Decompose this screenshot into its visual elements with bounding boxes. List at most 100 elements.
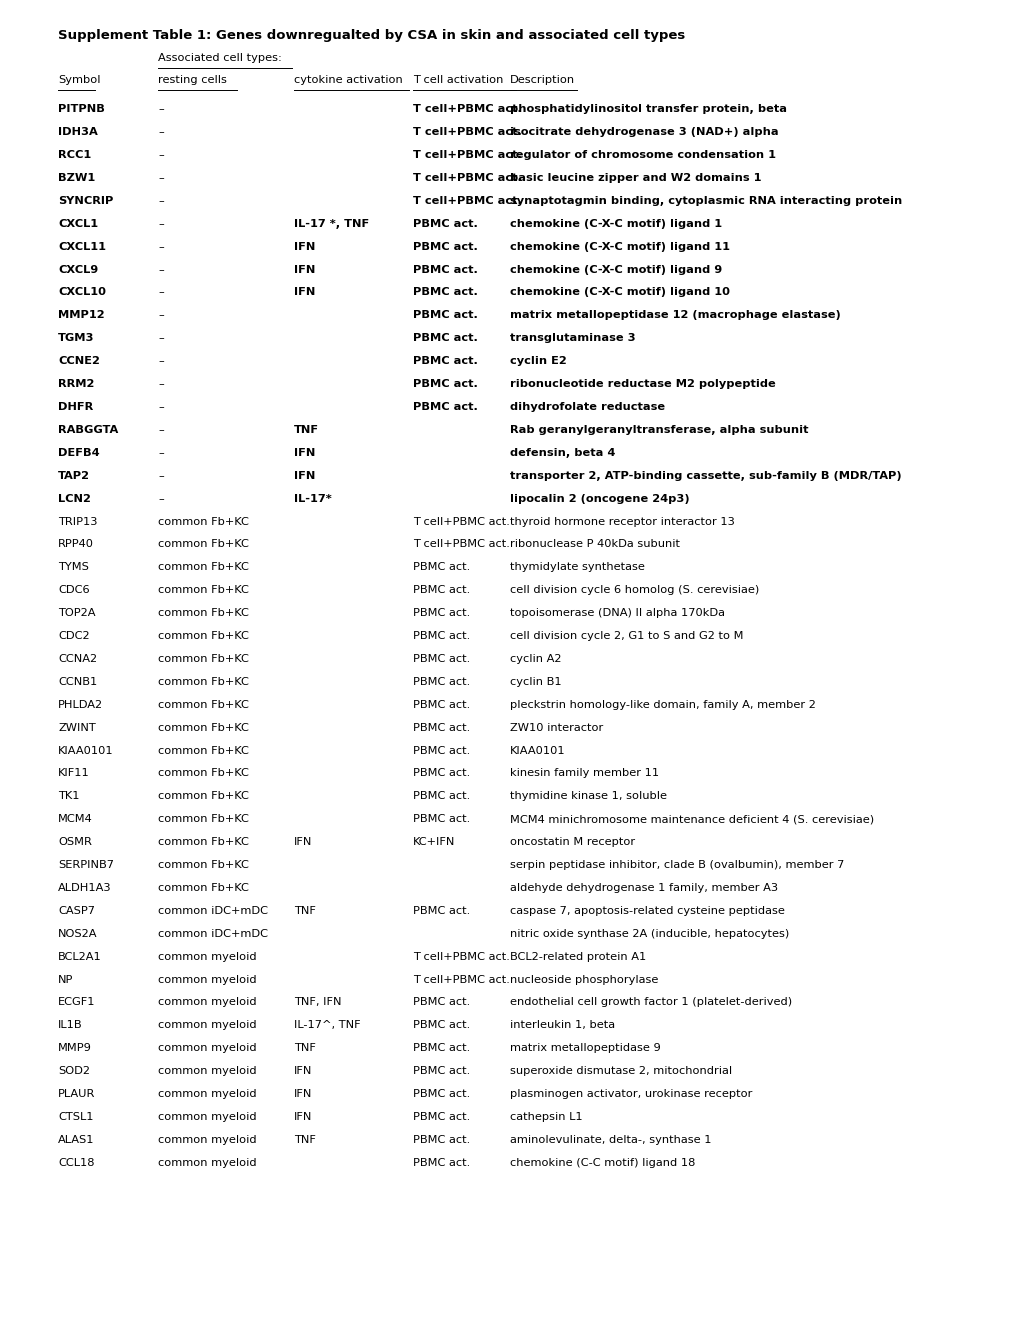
Text: MMP12: MMP12: [58, 310, 105, 321]
Text: IFN: IFN: [293, 471, 315, 480]
Text: common myeloid: common myeloid: [158, 1158, 257, 1168]
Text: –: –: [158, 219, 164, 228]
Text: kinesin family member 11: kinesin family member 11: [510, 768, 658, 779]
Text: PBMC act.: PBMC act.: [413, 403, 478, 412]
Text: CCL18: CCL18: [58, 1158, 95, 1168]
Text: CXCL11: CXCL11: [58, 242, 106, 252]
Text: PBMC act.: PBMC act.: [413, 768, 470, 779]
Text: Associated cell types:: Associated cell types:: [158, 53, 281, 63]
Text: TNF: TNF: [293, 906, 315, 916]
Text: caspase 7, apoptosis-related cysteine peptidase: caspase 7, apoptosis-related cysteine pe…: [510, 906, 784, 916]
Text: LCN2: LCN2: [58, 494, 91, 504]
Text: CXCL1: CXCL1: [58, 219, 98, 228]
Text: cyclin A2: cyclin A2: [510, 653, 560, 664]
Text: PBMC act.: PBMC act.: [413, 379, 478, 389]
Text: PBMC act.: PBMC act.: [413, 219, 478, 228]
Text: PBMC act.: PBMC act.: [413, 700, 470, 710]
Text: SERPINB7: SERPINB7: [58, 861, 114, 870]
Text: T cell+PBMC act.: T cell+PBMC act.: [413, 127, 522, 137]
Text: cytokine activation: cytokine activation: [293, 75, 403, 86]
Text: common Fb+KC: common Fb+KC: [158, 883, 249, 892]
Text: –: –: [158, 425, 164, 434]
Text: PBMC act.: PBMC act.: [413, 1135, 470, 1144]
Text: chemokine (C-X-C motif) ligand 1: chemokine (C-X-C motif) ligand 1: [510, 219, 721, 228]
Text: interleukin 1, beta: interleukin 1, beta: [510, 1020, 614, 1031]
Text: T cell activation: T cell activation: [413, 75, 503, 86]
Text: PBMC act.: PBMC act.: [413, 264, 478, 275]
Text: T cell+PBMC act.: T cell+PBMC act.: [413, 150, 522, 160]
Text: PBMC act.: PBMC act.: [413, 814, 470, 824]
Text: CCNA2: CCNA2: [58, 653, 97, 664]
Text: CXCL9: CXCL9: [58, 264, 98, 275]
Text: common Fb+KC: common Fb+KC: [158, 814, 249, 824]
Text: IFN: IFN: [293, 1111, 312, 1122]
Text: PBMC act.: PBMC act.: [413, 310, 478, 321]
Text: TRIP13: TRIP13: [58, 516, 98, 527]
Text: common Fb+KC: common Fb+KC: [158, 516, 249, 527]
Text: IL1B: IL1B: [58, 1020, 83, 1031]
Text: chemokine (C-C motif) ligand 18: chemokine (C-C motif) ligand 18: [510, 1158, 695, 1168]
Text: PBMC act.: PBMC act.: [413, 562, 470, 573]
Text: RCC1: RCC1: [58, 150, 92, 160]
Text: PBMC act.: PBMC act.: [413, 333, 478, 343]
Text: –: –: [158, 333, 164, 343]
Text: cathepsin L1: cathepsin L1: [510, 1111, 582, 1122]
Text: MCM4: MCM4: [58, 814, 93, 824]
Text: ZW10 interactor: ZW10 interactor: [510, 722, 602, 733]
Text: CASP7: CASP7: [58, 906, 95, 916]
Text: –: –: [158, 494, 164, 504]
Text: RRM2: RRM2: [58, 379, 95, 389]
Text: PBMC act.: PBMC act.: [413, 677, 470, 686]
Text: T cell+PBMC act.: T cell+PBMC act.: [413, 952, 510, 962]
Text: IL-17*: IL-17*: [293, 494, 331, 504]
Text: common Fb+KC: common Fb+KC: [158, 722, 249, 733]
Text: PBMC act.: PBMC act.: [413, 1043, 470, 1053]
Text: common Fb+KC: common Fb+KC: [158, 677, 249, 686]
Text: isocitrate dehydrogenase 3 (NAD+) alpha: isocitrate dehydrogenase 3 (NAD+) alpha: [510, 127, 777, 137]
Text: chemokine (C-X-C motif) ligand 11: chemokine (C-X-C motif) ligand 11: [510, 242, 730, 252]
Text: KIAA0101: KIAA0101: [58, 746, 114, 755]
Text: common myeloid: common myeloid: [158, 998, 257, 1007]
Text: PBMC act.: PBMC act.: [413, 288, 478, 297]
Text: RPP40: RPP40: [58, 540, 94, 549]
Text: common Fb+KC: common Fb+KC: [158, 837, 249, 847]
Text: MMP9: MMP9: [58, 1043, 92, 1053]
Text: T cell+PBMC act.: T cell+PBMC act.: [413, 540, 510, 549]
Text: thyroid hormone receptor interactor 13: thyroid hormone receptor interactor 13: [510, 516, 734, 527]
Text: PBMC act.: PBMC act.: [413, 242, 478, 252]
Text: common Fb+KC: common Fb+KC: [158, 562, 249, 573]
Text: PBMC act.: PBMC act.: [413, 356, 478, 366]
Text: PBMC act.: PBMC act.: [413, 585, 470, 595]
Text: –: –: [158, 150, 164, 160]
Text: ZWINT: ZWINT: [58, 722, 96, 733]
Text: DHFR: DHFR: [58, 403, 94, 412]
Text: cell division cycle 2, G1 to S and G2 to M: cell division cycle 2, G1 to S and G2 to…: [510, 631, 743, 642]
Text: CCNB1: CCNB1: [58, 677, 97, 686]
Text: common myeloid: common myeloid: [158, 1020, 257, 1031]
Text: common iDC+mDC: common iDC+mDC: [158, 929, 268, 939]
Text: common Fb+KC: common Fb+KC: [158, 700, 249, 710]
Text: NP: NP: [58, 974, 73, 985]
Text: plasminogen activator, urokinase receptor: plasminogen activator, urokinase recepto…: [510, 1089, 752, 1100]
Text: common myeloid: common myeloid: [158, 952, 257, 962]
Text: SYNCRIP: SYNCRIP: [58, 195, 113, 206]
Text: –: –: [158, 195, 164, 206]
Text: T cell+PBMC act.: T cell+PBMC act.: [413, 516, 510, 527]
Text: T cell+PBMC act.: T cell+PBMC act.: [413, 173, 522, 183]
Text: TNF: TNF: [293, 1043, 315, 1053]
Text: pleckstrin homology-like domain, family A, member 2: pleckstrin homology-like domain, family …: [510, 700, 815, 710]
Text: common Fb+KC: common Fb+KC: [158, 768, 249, 779]
Text: cell division cycle 6 homolog (S. cerevisiae): cell division cycle 6 homolog (S. cerevi…: [510, 585, 758, 595]
Text: nitric oxide synthase 2A (inducible, hepatocytes): nitric oxide synthase 2A (inducible, hep…: [510, 929, 789, 939]
Text: BZW1: BZW1: [58, 173, 96, 183]
Text: T cell+PBMC act.: T cell+PBMC act.: [413, 104, 522, 115]
Text: –: –: [158, 403, 164, 412]
Text: –: –: [158, 356, 164, 366]
Text: cyclin B1: cyclin B1: [510, 677, 561, 686]
Text: aminolevulinate, delta-, synthase 1: aminolevulinate, delta-, synthase 1: [510, 1135, 711, 1144]
Text: common Fb+KC: common Fb+KC: [158, 746, 249, 755]
Text: TYMS: TYMS: [58, 562, 89, 573]
Text: IFN: IFN: [293, 288, 315, 297]
Text: cyclin E2: cyclin E2: [510, 356, 567, 366]
Text: common Fb+KC: common Fb+KC: [158, 631, 249, 642]
